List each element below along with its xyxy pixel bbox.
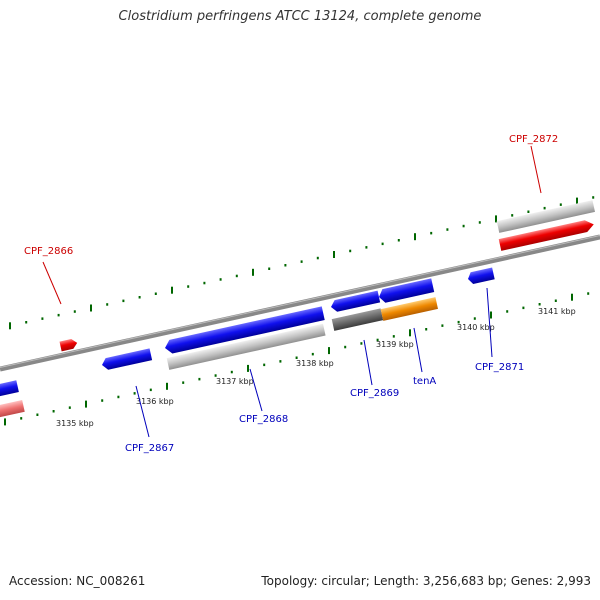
grey-feature-cpf-2868[interactable] <box>166 323 326 370</box>
scale-label: 3139 kbp <box>376 340 414 349</box>
scale-label: 3135 kbp <box>56 419 94 428</box>
leader-cpf-2868 <box>249 368 263 412</box>
leader-cpf-2866 <box>42 261 62 305</box>
forward-cds-cpf-2866[interactable] <box>59 338 79 352</box>
reverse-cds-cpf-2868[interactable] <box>163 306 325 354</box>
leader-cpf-2872 <box>530 145 542 194</box>
leader-cpf-2869 <box>363 339 373 386</box>
reverse-cds-left[interactable] <box>0 380 19 399</box>
upper-tick-track <box>9 196 595 330</box>
lower-feature-row <box>0 200 596 420</box>
leader-cpf-2867 <box>135 385 150 438</box>
reverse-cds-cpf-2867[interactable] <box>101 348 153 370</box>
scale-labels: 3135 kbp 3136 kbp 3137 kbp 3138 kbp 3139 kbp… <box>56 307 576 428</box>
reverse-cds-cpf-2869[interactable] <box>330 290 381 313</box>
feature-pink-left[interactable] <box>0 399 25 420</box>
gene-label-cpf-2868[interactable]: CPF_2868 <box>239 414 288 425</box>
accession-text: Accession: NC_008261 <box>9 574 146 588</box>
gene-label-cpf-2872[interactable]: CPF_2872 <box>509 134 558 145</box>
genome-stats-text: Topology: circular; Length: 3,256,683 bp… <box>261 574 591 588</box>
grey-feature-cpf-2872[interactable] <box>496 200 596 233</box>
leader-tena <box>413 327 423 373</box>
orange-feature-tena[interactable] <box>380 297 438 321</box>
map-title: Clostridium perfringens ATCC 13124, comp… <box>118 9 482 24</box>
leader-cpf-2871 <box>486 287 493 358</box>
genome-backbone-highlight <box>0 235 600 368</box>
gene-label-cpf-2867[interactable]: CPF_2867 <box>125 443 174 454</box>
gene-label-cpf-2866[interactable]: CPF_2866 <box>24 246 73 257</box>
scale-label: 3137 kbp <box>216 377 254 386</box>
genome-backbone <box>0 234 600 372</box>
lower-tick-track <box>4 292 590 426</box>
gene-label-cpf-2871[interactable]: CPF_2871 <box>475 362 524 373</box>
scale-label: 3136 kbp <box>136 397 174 406</box>
label-leaders <box>42 145 542 438</box>
dark-feature-cpf-2869[interactable] <box>331 308 384 331</box>
reverse-cds-tena[interactable] <box>377 278 435 303</box>
gene-label-tena[interactable]: tenA <box>413 376 436 387</box>
scale-label: 3138 kbp <box>296 359 334 368</box>
scale-label: 3140 kbp <box>457 323 495 332</box>
gene-label-cpf-2869[interactable]: CPF_2869 <box>350 388 399 399</box>
scale-label: 3141 kbp <box>538 307 576 316</box>
forward-cds-cpf-2872[interactable] <box>498 219 595 251</box>
reverse-cds-cpf-2871[interactable] <box>467 267 495 285</box>
